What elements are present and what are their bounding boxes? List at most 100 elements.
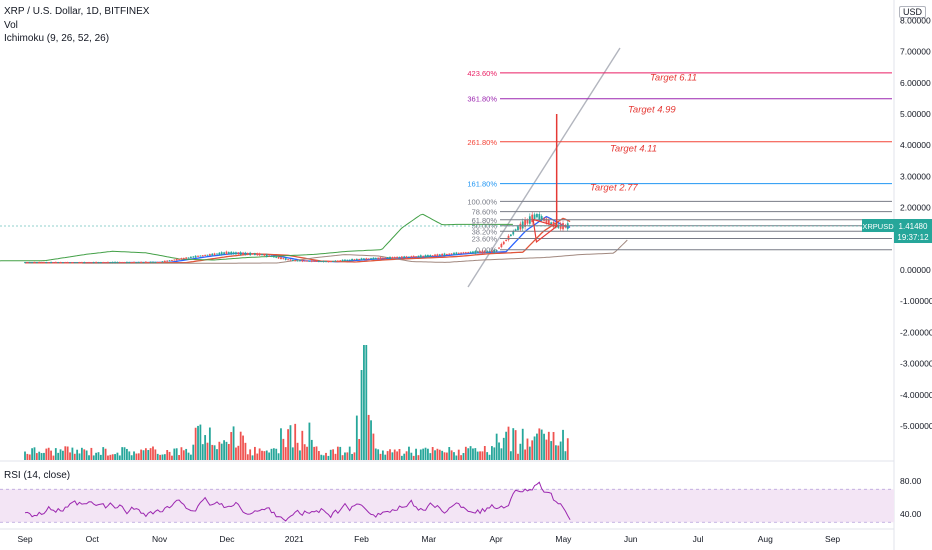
volume-bar — [417, 455, 420, 460]
volume-bar — [62, 450, 64, 460]
volume-bar — [201, 444, 204, 460]
volume-bar — [173, 448, 176, 460]
ichimoku-indicator-label[interactable]: Ichimoku (9, 26, 52, 26) — [4, 33, 110, 44]
candle — [344, 259, 346, 261]
fib-level-label: 261.80% — [467, 138, 497, 147]
volume-bar — [517, 453, 519, 460]
volume-bar — [491, 446, 493, 460]
volume-bar — [398, 448, 401, 460]
volume-bar — [348, 446, 351, 460]
candle — [185, 257, 188, 259]
volume-bar — [235, 447, 237, 460]
candle — [123, 262, 126, 264]
volume-bar — [566, 438, 569, 460]
volume-bar — [73, 453, 76, 460]
candle — [144, 261, 147, 263]
volume-bar — [118, 455, 121, 460]
candle — [325, 261, 327, 263]
volume-bar — [393, 449, 396, 460]
volume-bar — [47, 447, 50, 460]
candle — [187, 257, 190, 259]
candle — [26, 262, 29, 264]
candle — [52, 262, 55, 264]
candle — [313, 260, 316, 262]
candle — [208, 254, 211, 256]
x-tick-label: Apr — [489, 534, 502, 544]
candle — [256, 253, 259, 256]
candle — [533, 214, 536, 220]
volume-bar — [289, 425, 292, 460]
fib-level-label: 61.80% — [472, 216, 498, 225]
candle — [104, 262, 107, 264]
volume-bar — [353, 452, 356, 460]
candle — [339, 260, 342, 262]
volume-bar — [365, 345, 368, 460]
candle — [377, 257, 380, 259]
candle — [180, 258, 183, 260]
rsi-indicator-label[interactable]: RSI (14, close) — [4, 470, 71, 481]
volume-bar — [254, 446, 256, 460]
candle — [102, 262, 105, 264]
volume-bar — [149, 448, 152, 460]
candle — [206, 254, 209, 256]
volume-bar — [185, 448, 188, 460]
volume-bar — [301, 430, 304, 460]
volume-bar — [261, 450, 263, 460]
candle — [403, 256, 406, 258]
volume-bar — [28, 454, 31, 460]
volume-bar — [121, 447, 124, 460]
volume-bar — [159, 454, 161, 460]
candle — [476, 251, 479, 253]
volume-bar — [550, 441, 553, 460]
candle — [502, 241, 505, 245]
target-annotation: Target 2.77 — [590, 182, 638, 193]
candle — [389, 256, 391, 259]
candle — [436, 254, 439, 257]
candle — [379, 257, 382, 260]
rsi-tick-label: 40.00 — [900, 509, 922, 519]
candle — [142, 262, 145, 264]
volume-bar — [284, 447, 287, 460]
volume-bar — [339, 446, 342, 460]
volume-bar — [24, 451, 26, 460]
volume-bar — [213, 445, 216, 460]
x-tick-label: Aug — [758, 534, 773, 544]
candle — [550, 222, 553, 225]
volume-indicator-label[interactable]: Vol — [4, 20, 18, 31]
volume-bar — [472, 448, 474, 460]
target-annotation: Target 6.11 — [650, 72, 697, 83]
candle — [201, 255, 204, 257]
candle — [400, 256, 403, 258]
y-tick-label: 2.00000 — [900, 203, 931, 213]
candle — [166, 260, 169, 262]
volume-bar — [521, 428, 524, 460]
volume-bar — [166, 450, 169, 460]
candle — [427, 255, 429, 257]
volume-bar — [422, 448, 425, 460]
volume-bar — [391, 452, 394, 460]
volume-bar — [66, 446, 69, 460]
candle — [306, 260, 308, 262]
volume-bar — [355, 415, 358, 460]
volume-bar — [424, 447, 427, 460]
volume-bar — [303, 444, 306, 460]
volume-bar — [99, 454, 102, 460]
volume-bar — [190, 454, 192, 460]
candle — [239, 252, 242, 255]
volume-bar — [462, 453, 465, 460]
currency-badge[interactable]: USD — [898, 6, 926, 18]
volume-bar — [538, 428, 541, 460]
volume-bar — [336, 446, 339, 460]
volume-bar — [216, 449, 218, 460]
candle — [275, 256, 278, 258]
candle — [519, 223, 522, 230]
candle — [282, 258, 285, 260]
candle — [310, 260, 313, 262]
volume-bar — [107, 455, 109, 460]
candle — [415, 256, 417, 258]
volume-bar — [502, 437, 505, 460]
candle — [216, 253, 218, 255]
candle — [351, 258, 353, 261]
candle — [244, 252, 247, 255]
